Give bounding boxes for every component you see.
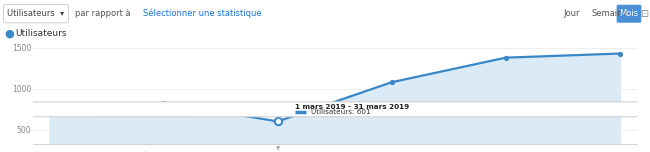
Text: Sélectionner une statistique: Sélectionner une statistique bbox=[143, 9, 261, 18]
Point bbox=[44, 112, 55, 114]
Text: Utilisateurs: Utilisateurs bbox=[16, 29, 67, 38]
Text: Utilisateurs  ▾: Utilisateurs ▾ bbox=[7, 9, 64, 18]
Point bbox=[159, 101, 169, 104]
Text: Jour: Jour bbox=[563, 9, 580, 18]
Text: Mois: Mois bbox=[619, 9, 638, 18]
Text: ▼: ▼ bbox=[276, 146, 280, 151]
FancyBboxPatch shape bbox=[0, 102, 650, 117]
Text: 1 mars 2019 - 31 mars 2019: 1 mars 2019 - 31 mars 2019 bbox=[295, 104, 409, 110]
Text: ●: ● bbox=[4, 28, 14, 38]
Text: ⊡: ⊡ bbox=[640, 9, 648, 19]
Text: par rapport à: par rapport à bbox=[75, 9, 131, 18]
Text: Utilisateurs: 601: Utilisateurs: 601 bbox=[311, 109, 370, 115]
Point bbox=[500, 56, 511, 59]
FancyBboxPatch shape bbox=[617, 5, 641, 22]
Point bbox=[272, 120, 283, 123]
Point bbox=[272, 120, 283, 123]
Point bbox=[615, 52, 625, 55]
FancyBboxPatch shape bbox=[3, 5, 68, 23]
Point bbox=[387, 81, 397, 83]
Text: Semaine: Semaine bbox=[591, 9, 628, 18]
